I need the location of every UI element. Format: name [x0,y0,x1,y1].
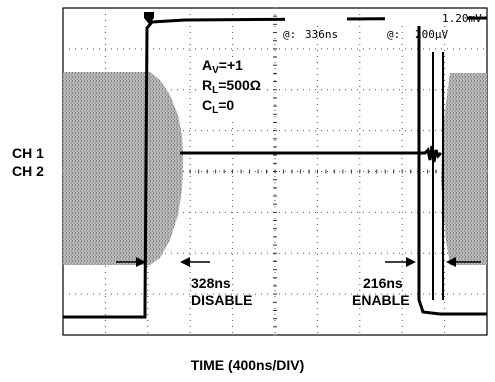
ch2-enable-step [417,18,487,316]
trigger-marker [144,12,154,24]
enable-time-value: 216ns [363,275,403,291]
readout-top-right-value: 1.20mV [442,12,482,25]
ch1-signal-burst-before-disable [63,72,183,265]
disable-time-arrows [116,257,210,267]
readout-right-label: @: [387,28,400,41]
condition-cl: CL=0 [200,97,237,119]
ch2-disable-step [63,16,488,319]
channel-label-ch1: CH 1 [12,145,44,161]
disable-time-value: 328ns [191,275,231,291]
readout-time-value: 336ns [305,28,338,41]
enable-time-arrows [385,257,481,267]
condition-av: AV=+1 [200,57,245,79]
ch1-signal-burst-after-enable [441,73,487,265]
x-axis-label: TIME (400ns/DIV) [190,357,305,373]
readout-left-label: @: [283,28,296,41]
channel-label-ch2: CH 2 [12,163,44,179]
readout-voltage-value: 200µV [415,28,448,41]
enable-label: ENABLE [352,292,410,308]
condition-rl: RL=500Ω [200,77,263,99]
disable-label: DISABLE [191,292,253,308]
